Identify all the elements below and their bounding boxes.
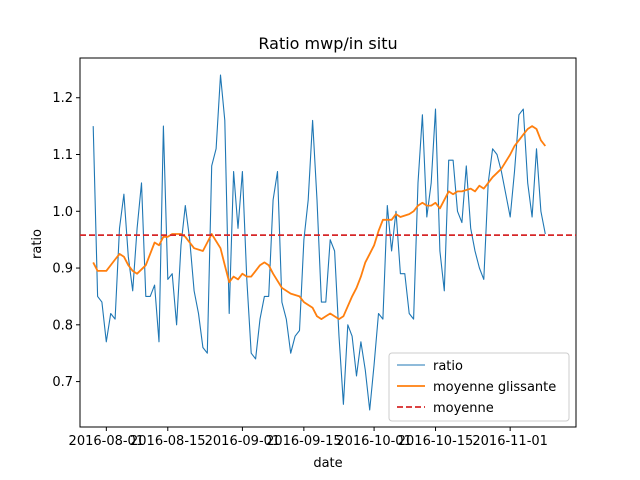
y-tick-label: 1.0 xyxy=(52,205,73,220)
y-tick-label: 0.8 xyxy=(52,318,73,333)
series-line-1 xyxy=(92,125,547,321)
plot-area xyxy=(79,57,577,428)
x-tick-label: 2016-08-15 xyxy=(130,434,206,449)
y-tick-label: 0.9 xyxy=(52,262,73,277)
y-axis-label: ratio xyxy=(30,229,45,259)
x-tick-label: 2016-09-15 xyxy=(266,434,342,449)
legend-label: ratio xyxy=(433,359,463,374)
y-tick-label: 0.7 xyxy=(52,375,73,390)
axes-frame xyxy=(79,57,577,428)
legend: ratio moyenne glissante moyenne xyxy=(388,352,570,422)
legend-label: moyenne xyxy=(433,401,494,416)
y-tick-label: 1.2 xyxy=(52,91,73,106)
y-tick-label: 1.1 xyxy=(52,148,73,163)
y-axis: 0.7 0.8 0.9 1.0 1.1 1.2 xyxy=(52,91,80,390)
x-tick-label: 2016-10-15 xyxy=(398,434,474,449)
chart-title: Ratio mwp/in situ xyxy=(258,34,397,53)
x-axis-label: date xyxy=(313,456,342,471)
legend-label: moyenne glissante xyxy=(433,380,556,395)
legend-box xyxy=(388,352,570,422)
x-tick-label: 2016-09-01 xyxy=(205,434,281,449)
x-tick-label: 2016-08-01 xyxy=(69,434,145,449)
x-tick-label: 2016-11-01 xyxy=(472,434,548,449)
series-line-0 xyxy=(92,74,546,411)
x-tick-label: 2016-10-01 xyxy=(336,434,412,449)
